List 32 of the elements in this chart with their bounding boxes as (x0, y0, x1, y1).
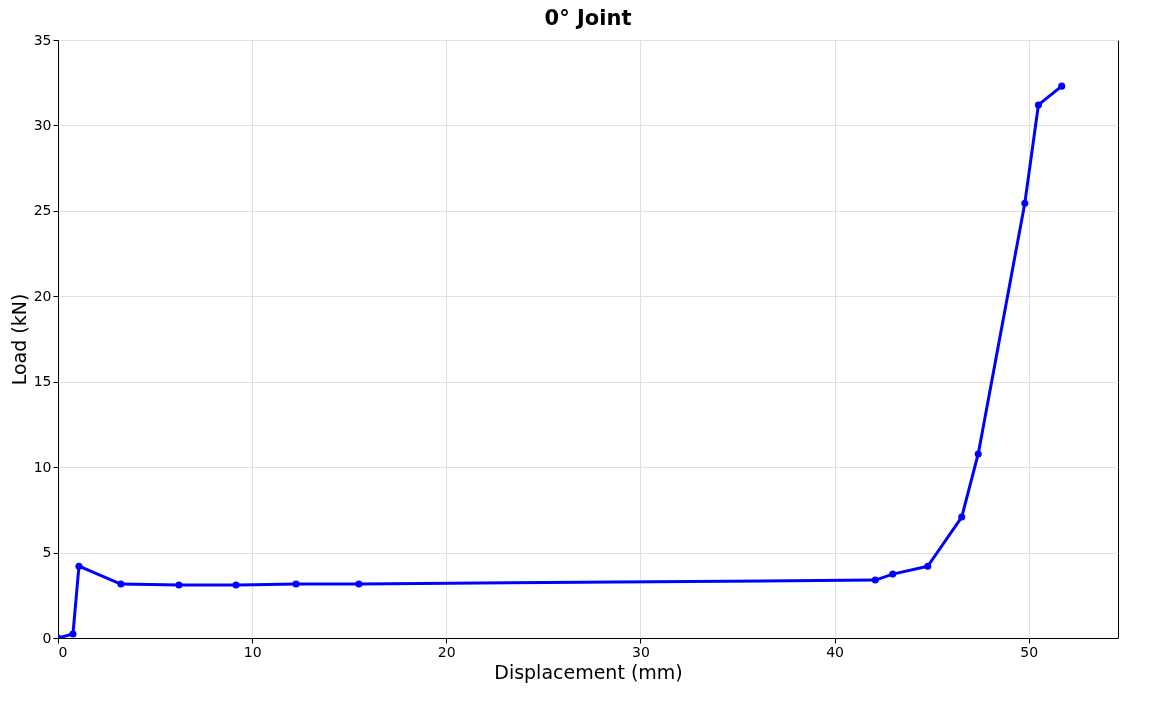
point (871, 576, 879, 584)
chart-title: 0° Joint (544, 6, 632, 30)
point (958, 513, 966, 521)
x-tick-label: 20 (437, 643, 456, 660)
x-axis-title: Displacement (mm) (494, 660, 683, 683)
point (69, 630, 77, 638)
y-tick-label: 20 (33, 287, 52, 304)
point (117, 580, 125, 588)
x-tick-label: 0 (58, 643, 68, 660)
point (232, 581, 240, 589)
point (1034, 101, 1042, 109)
y-tick-label: 15 (33, 373, 52, 390)
point (292, 580, 300, 588)
y-tick-label: 35 (33, 31, 52, 48)
y-tick-label: 0 (42, 629, 52, 646)
x-tick-label: 30 (632, 643, 650, 660)
y-axis-title: Load (kN) (7, 293, 30, 386)
y-tick-label: 10 (33, 458, 52, 475)
x-tick-label: 10 (243, 643, 262, 660)
y-tick-label: 5 (42, 544, 52, 561)
x-tick-label: 40 (826, 643, 844, 660)
point (924, 562, 932, 570)
y-tick-label: 25 (33, 202, 52, 219)
x-tick-label: 50 (1020, 643, 1039, 660)
point (889, 570, 897, 578)
point (75, 562, 83, 570)
point (974, 450, 982, 458)
point (1058, 82, 1066, 90)
y-tick-label: 30 (33, 116, 52, 133)
point (175, 581, 183, 589)
point (1021, 199, 1029, 207)
point (355, 580, 363, 588)
